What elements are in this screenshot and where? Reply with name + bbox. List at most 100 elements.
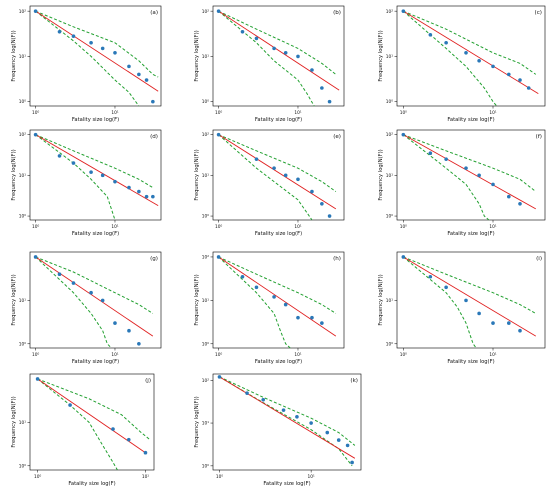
fit-line [35,256,154,337]
data-point [89,290,93,295]
data-point [491,321,495,325]
lower-bound-line [218,134,313,221]
data-point [507,72,511,77]
data-point [507,194,511,199]
data-point [464,51,468,55]
panel-label: (i) [536,256,542,262]
data-point [216,9,221,13]
y-tick-label: 10¹ [19,173,26,179]
lower-bound-line [403,256,477,349]
data-point [254,36,259,41]
fit-line [403,134,537,210]
data-point [217,375,222,379]
y-tick-label: 10⁰ [202,463,209,469]
data-point [401,255,406,259]
data-point [295,415,299,419]
data-point [127,64,131,69]
data-point [491,64,495,69]
data-point [428,274,433,279]
data-point [477,58,481,63]
data-point [444,40,448,45]
data-point [401,9,406,13]
data-point [143,450,148,455]
lower-bound-line [219,376,353,467]
data-point [428,33,433,37]
data-point [33,9,38,13]
panel-label: (b) [333,10,341,16]
data-point [526,86,531,90]
data-point [283,51,288,55]
y-tick-label: 10⁰ [19,214,26,220]
x-tick-label: 10¹ [308,474,315,480]
y-tick-label: 10² [386,132,393,138]
data-point [491,182,495,187]
fit-line [403,256,537,337]
x-axis-title: Fatality size log(F) [255,117,302,123]
upper-bound-line [219,376,356,446]
y-axis-title: Frequency log(N(F)) [194,149,200,200]
y-tick-label: 10² [202,378,209,384]
y-axis-title: Frequency log(N(F)) [378,274,384,325]
y-axis-title: Frequency log(N(F)) [194,274,200,325]
upper-bound-line [35,10,159,78]
chart-panel-1: 10⁰ 10¹ 10⁰ 10¹ 10² Fatality size log(F) Frequ… [11,5,162,123]
y-tick-label: 10² [202,132,209,138]
data-point [33,132,38,137]
panel-label: (a) [150,10,158,16]
data-point [111,427,115,431]
y-tick-label: 10⁰ [386,99,393,105]
data-point [477,173,481,178]
fit-line [218,10,340,91]
chart-panel-10: 10⁰ 10¹ 10⁰ 10¹ Fatality size log(F) Frequenc… [11,373,155,487]
data-point [345,443,350,448]
data-point [245,391,249,395]
data-point [296,315,300,320]
data-point [320,321,324,325]
y-tick-label: 10¹ [19,420,26,426]
x-tick-label: 10⁰ [32,352,39,358]
panel-label: (f) [536,134,542,140]
data-point [100,46,105,51]
y-tick-label: 10¹ [19,298,26,304]
x-tick-label: 10⁰ [215,352,222,358]
data-point [127,185,131,190]
y-tick-label: 10¹ [19,54,26,60]
y-tick-label: 10⁰ [202,214,209,220]
y-axis-title: Frequency log(N(F)) [11,149,17,200]
x-tick-label: 10⁰ [215,224,222,230]
upper-bound-line [403,134,537,192]
y-axis-title: Frequency log(N(F)) [11,396,17,447]
fit-line [219,376,356,459]
x-tick-label: 10⁰ [400,224,407,230]
x-tick-label: 10⁰ [34,474,41,480]
x-tick-label: 10⁰ [215,110,222,116]
x-tick-label: 10¹ [294,352,301,358]
x-axis-title: Fatality size log(F) [72,359,119,365]
chart-panel-8: 10⁰ 10¹ 10⁰ 10¹ 10² Fatality size log(F) Frequ… [194,251,345,365]
data-point [144,194,149,199]
y-tick-label: 10¹ [202,421,209,427]
data-point [401,132,406,137]
fit-line [403,10,539,95]
x-tick-label: 10⁰ [32,224,39,230]
data-point [71,34,76,38]
data-point [310,315,314,320]
panel-label: (k) [350,378,358,384]
data-point [89,170,93,174]
fit-line [35,10,159,92]
x-tick-label: 10⁰ [400,110,407,116]
data-point [240,29,245,34]
upper-bound-line [218,10,337,75]
y-tick-label: 10⁰ [202,99,209,105]
data-point [127,328,131,333]
data-point [320,86,324,90]
data-point [296,177,300,182]
data-point [57,154,62,158]
data-point [477,311,481,316]
chart-panel-6: 10⁰ 10¹ 10⁰ 10¹ 10² Fatality size log(F) Frequ… [378,129,546,237]
plot-area [212,373,362,471]
panel-label: (e) [333,134,341,140]
data-point [261,397,266,402]
data-point [283,302,288,307]
data-point [216,132,221,137]
